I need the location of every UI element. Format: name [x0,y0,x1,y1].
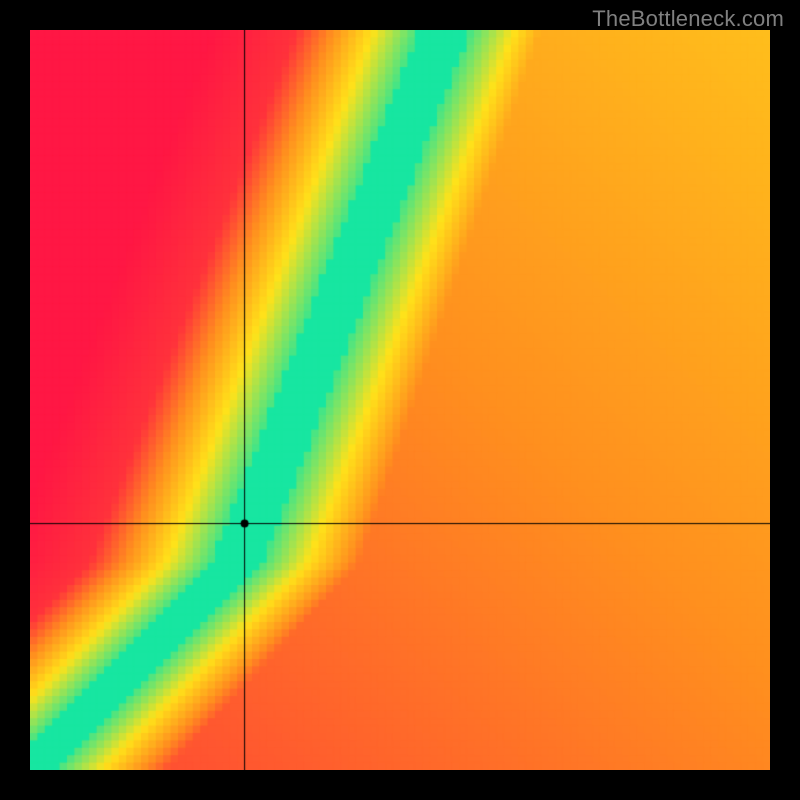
bottleneck-heatmap [30,30,770,770]
chart-container: TheBottleneck.com [0,0,800,800]
watermark-text: TheBottleneck.com [592,6,784,32]
